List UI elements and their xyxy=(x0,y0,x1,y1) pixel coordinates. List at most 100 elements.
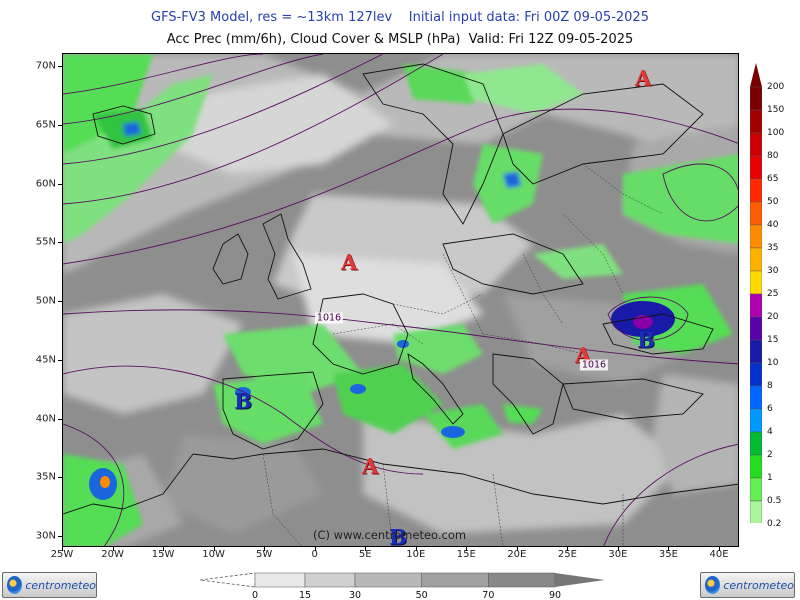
legend-color-swatch xyxy=(750,500,762,523)
legend-color-swatch xyxy=(750,316,762,341)
legend-color-swatch xyxy=(750,201,762,226)
cloud-legend-label: 70 xyxy=(482,590,495,600)
cloud-cover-color-bar xyxy=(199,572,605,588)
product-valid-title: Acc Prec (mm/6h), Cloud Cover & MSLP (hP… xyxy=(166,32,634,47)
latitude-tick xyxy=(58,359,62,361)
longitude-tick xyxy=(567,547,569,551)
longitude-label: 15E xyxy=(456,549,476,560)
latitude-label: 65N xyxy=(35,119,56,131)
longitude-label: 40E xyxy=(709,549,729,560)
legend-color-swatch xyxy=(750,339,762,364)
longitude-label: 5W xyxy=(256,549,273,560)
longitude-tick xyxy=(617,547,619,551)
legend-color-swatch xyxy=(750,408,762,433)
latitude-tick xyxy=(58,477,62,479)
longitude-label: 5E xyxy=(358,549,372,560)
legend-color-swatch xyxy=(750,293,762,318)
legend-level-label: 50 xyxy=(767,197,779,207)
globe-icon xyxy=(705,576,721,594)
latitude-label: 60N xyxy=(35,178,56,189)
legend-color-swatch xyxy=(750,178,762,203)
cloud-legend-swatch xyxy=(354,572,422,588)
legend-level-label: 2 xyxy=(767,450,773,460)
longitude-tick xyxy=(719,547,720,551)
longitude-label: 30E xyxy=(608,549,628,560)
cloud-legend-swatch xyxy=(488,572,556,588)
centrometeo-logo[interactable]: centrometeo xyxy=(2,572,97,598)
legend-color-swatch xyxy=(750,431,762,456)
legend-level-label: 30 xyxy=(767,266,779,276)
longitude-label: 20W xyxy=(101,549,124,560)
longitude-tick xyxy=(163,547,165,551)
legend-level-label: 0.5 xyxy=(767,496,782,506)
longitude-tick xyxy=(213,547,215,551)
latitude-label: 45N xyxy=(35,354,56,366)
legend-level-label: 150 xyxy=(767,105,785,115)
latitude-tick xyxy=(58,183,62,185)
latitude-label: 30N xyxy=(35,530,56,542)
legend-level-label: 35 xyxy=(767,243,779,253)
legend-level-label: 0.2 xyxy=(767,519,782,529)
legend-color-swatch xyxy=(750,132,762,157)
cloud-legend-swatch xyxy=(304,572,356,588)
low-pressure-north-africa: B xyxy=(389,524,407,550)
legend-color-swatch xyxy=(750,224,762,249)
model-info-title: GFS-FV3 Model, res = ~13km 127lev Initia… xyxy=(151,10,649,25)
legend-level-label: 1 xyxy=(767,473,773,483)
legend-level-label: 65 xyxy=(767,174,779,184)
centrometeo-logo[interactable]: centrometeo xyxy=(700,572,795,598)
cloud-legend-swatch xyxy=(421,572,489,588)
longitude-tick xyxy=(264,547,266,551)
legend-level-label: 40 xyxy=(767,220,779,230)
legend-level-label: 8 xyxy=(767,381,773,391)
legend-level-label: 6 xyxy=(767,404,773,414)
legend-level-label: 10 xyxy=(767,358,779,368)
legend-color-swatch xyxy=(750,270,762,295)
legend-color-swatch xyxy=(750,109,762,134)
low-pressure-black-sea: B xyxy=(637,327,655,353)
legend-level-label: 25 xyxy=(767,289,779,299)
latitude-label: 55N xyxy=(35,236,56,248)
legend-level-label: 200 xyxy=(767,82,785,92)
legend-color-swatch xyxy=(750,385,762,410)
weather-map xyxy=(62,53,739,547)
legend-top-arrow xyxy=(750,63,762,87)
cloud-legend-swatch xyxy=(254,572,306,588)
latitude-tick xyxy=(58,242,62,244)
longitude-label: 20E xyxy=(507,549,527,560)
latitude-label: 35N xyxy=(35,471,56,483)
isobar-lines xyxy=(63,54,738,546)
high-pressure-north-sea: A xyxy=(340,249,358,275)
legend-color-swatch xyxy=(750,155,762,180)
latitude-tick xyxy=(58,418,62,420)
latitude-tick xyxy=(58,536,62,537)
longitude-tick xyxy=(516,547,518,551)
legend-level-label: 15 xyxy=(767,335,779,345)
cloud-cover-legend: 0 15 30 50 70 90 xyxy=(199,572,610,600)
logo-text: centrometeo xyxy=(723,578,794,592)
cloud-legend-label: 15 xyxy=(298,590,312,600)
legend-level-label: 20 xyxy=(767,312,779,322)
legend-level-label: 80 xyxy=(767,151,779,161)
legend-color-swatch xyxy=(750,454,762,479)
latitude-tick xyxy=(58,66,62,67)
longitude-tick xyxy=(314,547,316,551)
longitude-label: 25W xyxy=(50,549,74,560)
longitude-tick xyxy=(365,547,367,551)
longitude-tick xyxy=(112,547,114,551)
longitude-tick xyxy=(415,547,417,551)
precipitation-color-bar xyxy=(750,63,762,523)
legend-color-swatch xyxy=(750,247,762,272)
longitude-label: 0 xyxy=(311,549,318,560)
copyright-notice: (C) www.centrometeo.com xyxy=(313,528,467,542)
latitude-label: 70N xyxy=(35,60,56,72)
longitude-tick xyxy=(668,547,670,551)
longitude-label: 35E xyxy=(658,549,678,560)
intense-precipitation-cores xyxy=(89,301,675,500)
globe-icon xyxy=(7,576,23,594)
high-pressure-mediterranean: A xyxy=(361,453,379,479)
latitude-label: 50N xyxy=(35,295,56,307)
legend-level-label: 4 xyxy=(767,427,773,437)
latitude-tick xyxy=(58,301,62,302)
cloud-legend-label: 0 xyxy=(251,590,259,600)
